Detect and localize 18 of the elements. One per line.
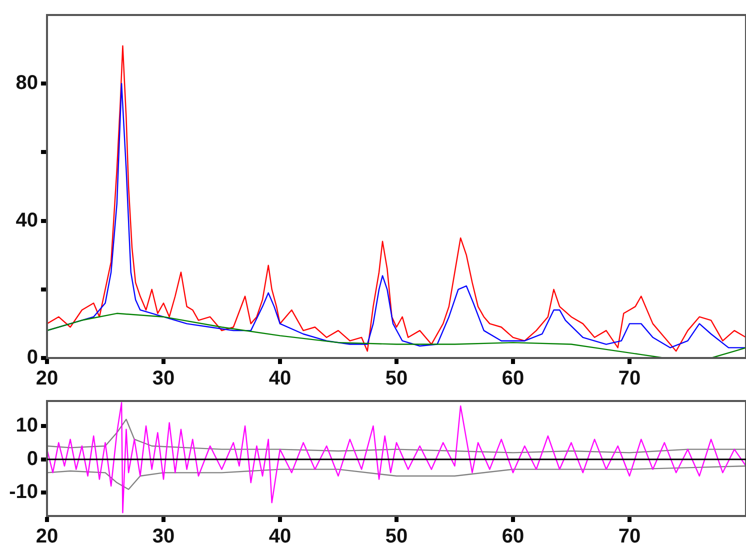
x-tick-label: 40 — [268, 368, 292, 390]
y-tick-label: 0 — [26, 448, 38, 470]
y-tick-label: 40 — [16, 209, 38, 232]
y-tick-label: 80 — [16, 72, 38, 94]
y-tick-label: 10 — [16, 414, 38, 437]
x-tick-label: 50 — [385, 526, 408, 546]
y-tick-label: 0 — [26, 346, 38, 369]
x-tick-label: 30 — [152, 368, 175, 390]
x-tick-label: 20 — [36, 368, 58, 390]
x-tick-label: 40 — [268, 526, 292, 546]
x-tick-label: 20 — [36, 526, 58, 546]
y-tick-label: -10 — [9, 481, 38, 504]
x-tick-label: 60 — [502, 368, 524, 390]
x-tick-label: 70 — [618, 526, 641, 546]
x-tick-label: 30 — [152, 526, 175, 546]
x-tick-label: 70 — [618, 368, 641, 390]
x-tick-label: 50 — [385, 368, 408, 390]
x-tick-label: 60 — [502, 526, 524, 546]
